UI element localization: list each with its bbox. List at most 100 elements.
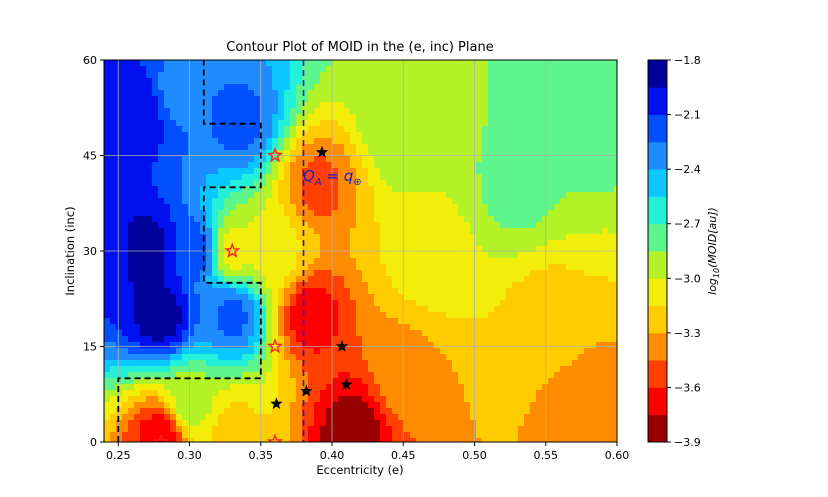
contour-cell [494, 264, 501, 271]
contour-cell [302, 66, 309, 73]
contour-cell [296, 216, 303, 223]
contour-cell [194, 66, 201, 73]
contour-cell [122, 96, 129, 103]
contour-cell [542, 306, 549, 313]
contour-cell [206, 222, 213, 229]
contour-cell [344, 144, 351, 151]
contour-cell [536, 60, 543, 67]
contour-cell [458, 96, 465, 103]
contour-cell [404, 120, 411, 127]
contour-cell [164, 228, 171, 235]
contour-cell [266, 426, 273, 433]
contour-cell [500, 438, 507, 442]
contour-cell [332, 360, 339, 367]
contour-cell [176, 240, 183, 247]
contour-cell [320, 114, 327, 121]
contour-cell [356, 432, 363, 439]
contour-cell [248, 144, 255, 151]
contour-cell [452, 198, 459, 205]
contour-cell [452, 72, 459, 79]
contour-cell [386, 270, 393, 277]
contour-cell [164, 378, 171, 385]
contour-cell [500, 156, 507, 163]
contour-cell [554, 60, 561, 67]
contour-cell [410, 168, 417, 175]
contour-cell [380, 282, 387, 289]
contour-cell [104, 120, 111, 127]
contour-cell [128, 138, 135, 145]
contour-cell [536, 84, 543, 91]
contour-cell [410, 384, 417, 391]
contour-cell [212, 144, 219, 151]
contour-cell [458, 324, 465, 331]
contour-cell [428, 408, 435, 415]
contour-cell [392, 228, 399, 235]
contour-cell [134, 84, 141, 91]
contour-cell [500, 348, 507, 355]
contour-cell [122, 306, 129, 313]
contour-cell [530, 78, 537, 85]
contour-cell [158, 162, 165, 169]
contour-cell [530, 306, 537, 313]
contour-cell [350, 156, 357, 163]
contour-cell [224, 84, 231, 91]
contour-cell [512, 438, 519, 442]
contour-cell [182, 258, 189, 265]
contour-cell [122, 84, 129, 91]
contour-cell [488, 240, 495, 247]
contour-cell [218, 390, 225, 397]
contour-cell [134, 354, 141, 361]
contour-cell [140, 204, 147, 211]
contour-cell [488, 312, 495, 319]
contour-cell [560, 354, 567, 361]
contour-cell [260, 228, 267, 235]
contour-cell [314, 84, 321, 91]
contour-cell [500, 60, 507, 67]
contour-cell [410, 210, 417, 217]
contour-cell [212, 66, 219, 73]
contour-cell [434, 162, 441, 169]
contour-cell [530, 186, 537, 193]
contour-cell [416, 306, 423, 313]
contour-cell [560, 330, 567, 337]
contour-cell [386, 432, 393, 439]
contour-cell [272, 240, 279, 247]
contour-cell [116, 432, 123, 439]
contour-cell [482, 366, 489, 373]
contour-cell [188, 102, 195, 109]
contour-cell [176, 312, 183, 319]
contour-cell [506, 264, 513, 271]
contour-cell [374, 360, 381, 367]
contour-cell [386, 162, 393, 169]
contour-cell [464, 90, 471, 97]
contour-cell [398, 276, 405, 283]
contour-cell [326, 126, 333, 133]
contour-cell [176, 228, 183, 235]
contour-cell [416, 84, 423, 91]
contour-cell [284, 126, 291, 133]
contour-cell [506, 426, 513, 433]
contour-cell [146, 402, 153, 409]
contour-cell [218, 330, 225, 337]
contour-cell [176, 90, 183, 97]
contour-cell [158, 150, 165, 157]
contour-cell [302, 252, 309, 259]
contour-cell [104, 114, 111, 121]
contour-cell [542, 426, 549, 433]
contour-cell [110, 162, 117, 169]
contour-cell [134, 204, 141, 211]
contour-cell [158, 414, 165, 421]
contour-cell [266, 168, 273, 175]
contour-cell [386, 102, 393, 109]
contour-cell [278, 216, 285, 223]
contour-cell [206, 348, 213, 355]
contour-cell [404, 210, 411, 217]
contour-cell [230, 258, 237, 265]
contour-cell [404, 216, 411, 223]
contour-cell [530, 438, 537, 442]
contour-cell [518, 300, 525, 307]
contour-cell [266, 402, 273, 409]
contour-cell [230, 348, 237, 355]
contour-cell [110, 228, 117, 235]
contour-cell [110, 324, 117, 331]
